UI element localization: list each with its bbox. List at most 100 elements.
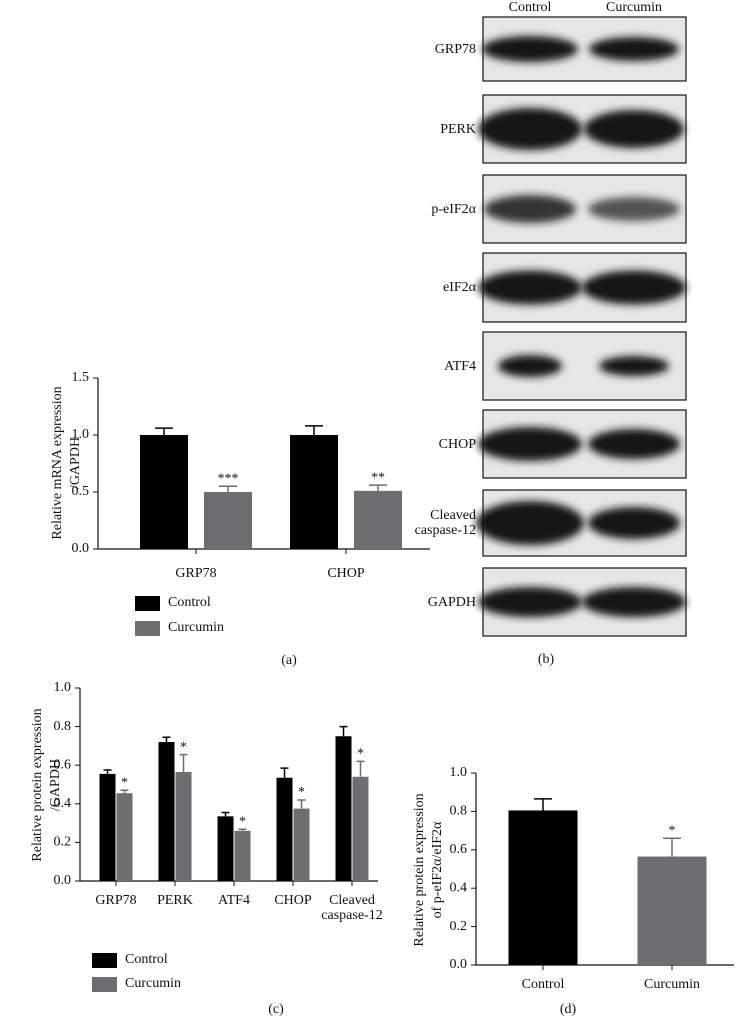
blot-band xyxy=(498,355,562,377)
bar xyxy=(637,856,707,965)
bar xyxy=(335,736,352,881)
blot-frame xyxy=(482,252,687,323)
y-tick-label: 0.8 xyxy=(54,719,72,734)
error-bar xyxy=(120,789,129,794)
blot-frame xyxy=(482,409,687,479)
y-tick-label: 0.5 xyxy=(72,484,90,499)
bar xyxy=(158,742,175,881)
error-bar xyxy=(221,811,230,817)
blot-row-label: ATF4 xyxy=(444,358,476,374)
y-tick-label: 0.0 xyxy=(450,957,468,972)
x-tick-label: ATF4 xyxy=(218,893,250,908)
significance-label: * xyxy=(239,814,246,829)
legend-label: Control xyxy=(168,595,211,610)
y-axis-label: /GAPDH xyxy=(48,759,63,811)
blot-band xyxy=(482,36,578,62)
legend-label: Curcumin xyxy=(125,976,181,991)
blot-frame xyxy=(482,567,687,637)
bar xyxy=(354,490,402,549)
lane-label: Control xyxy=(509,0,552,15)
x-tick-label: Control xyxy=(521,977,565,992)
bar xyxy=(352,776,369,881)
error-bar xyxy=(297,799,306,809)
lane-label: Curcumin xyxy=(606,0,662,15)
blot-frame xyxy=(482,331,687,401)
error-bar xyxy=(369,484,387,491)
blot-row-label: GAPDH xyxy=(427,594,476,610)
bar xyxy=(234,830,251,881)
x-tick-label: CHOP xyxy=(274,893,312,908)
error-bar xyxy=(663,837,681,857)
significance-label: * xyxy=(357,747,364,762)
blot-band xyxy=(476,501,584,545)
legend-swatch xyxy=(92,953,117,968)
significance-label: * xyxy=(180,740,187,755)
y-tick-label: 0.4 xyxy=(54,796,72,811)
blot-row-label: CHOP xyxy=(438,436,476,452)
error-bar xyxy=(179,753,188,772)
y-tick-label: 1.0 xyxy=(450,765,468,780)
panel-label: (b) xyxy=(538,652,555,667)
blot-band xyxy=(582,270,686,305)
blot-band xyxy=(589,37,679,61)
y-tick-label: 0.6 xyxy=(54,757,72,772)
error-bar xyxy=(339,725,348,737)
blot-row-label: Cleaved caspase-12 xyxy=(414,508,476,538)
blot-band xyxy=(584,110,684,148)
significance-label: * xyxy=(298,785,305,800)
y-tick-label: 0.2 xyxy=(450,919,468,934)
bar xyxy=(293,808,310,881)
blot-frame xyxy=(482,16,687,82)
significance-label: *** xyxy=(218,472,239,487)
bar xyxy=(140,435,188,549)
panel-label: (c) xyxy=(268,1002,284,1017)
x-tick-label: Cleaved caspase-12 xyxy=(321,893,383,923)
error-bar xyxy=(155,427,173,435)
error-bar xyxy=(162,736,171,743)
error-bar xyxy=(219,485,237,492)
x-tick-label: GRP78 xyxy=(95,893,137,908)
blot-frame xyxy=(482,489,687,557)
significance-label: * xyxy=(669,823,676,838)
y-tick-label: 1.0 xyxy=(72,427,90,442)
error-bar xyxy=(534,798,552,811)
significance-label: ** xyxy=(371,470,385,485)
y-axis-label: of p-eIF2α/eIF2α xyxy=(430,821,445,918)
blot-band xyxy=(484,195,576,223)
y-tick-label: 0.2 xyxy=(54,835,72,850)
panel-label: (a) xyxy=(281,653,297,668)
bar xyxy=(99,773,116,881)
y-axis-label: Relative mRNA expression xyxy=(50,386,65,539)
bar xyxy=(290,435,338,549)
y-tick-label: 1.0 xyxy=(54,680,72,695)
blot-band xyxy=(478,587,582,617)
legend-swatch xyxy=(135,621,160,636)
y-tick-label: 0.6 xyxy=(450,842,468,857)
y-tick-label: 0.8 xyxy=(450,804,468,819)
significance-label: * xyxy=(121,776,128,791)
panel-label: (d) xyxy=(560,1002,577,1017)
y-axis-label: Relative protein expression xyxy=(30,708,45,861)
bar xyxy=(217,816,234,881)
blot-band xyxy=(588,507,680,539)
error-bar xyxy=(103,769,112,774)
blot-row-label: p-eIF2α xyxy=(431,201,476,217)
error-bar xyxy=(356,760,365,777)
legend-swatch xyxy=(92,977,117,992)
x-tick-label: CHOP xyxy=(327,566,365,581)
blot-band xyxy=(478,108,582,150)
blot-row-label: PERK xyxy=(440,121,476,137)
bar xyxy=(175,771,192,881)
legend-swatch xyxy=(135,596,160,611)
bar xyxy=(508,810,578,965)
blot-band xyxy=(599,356,669,376)
y-tick-label: 0.4 xyxy=(450,880,468,895)
bar xyxy=(204,492,252,549)
blot-band xyxy=(478,427,582,461)
bar xyxy=(276,777,293,881)
error-bar xyxy=(305,425,323,435)
blot-frame xyxy=(482,94,687,164)
x-tick-label: GRP78 xyxy=(175,566,217,581)
y-tick-label: 0.0 xyxy=(72,541,90,556)
